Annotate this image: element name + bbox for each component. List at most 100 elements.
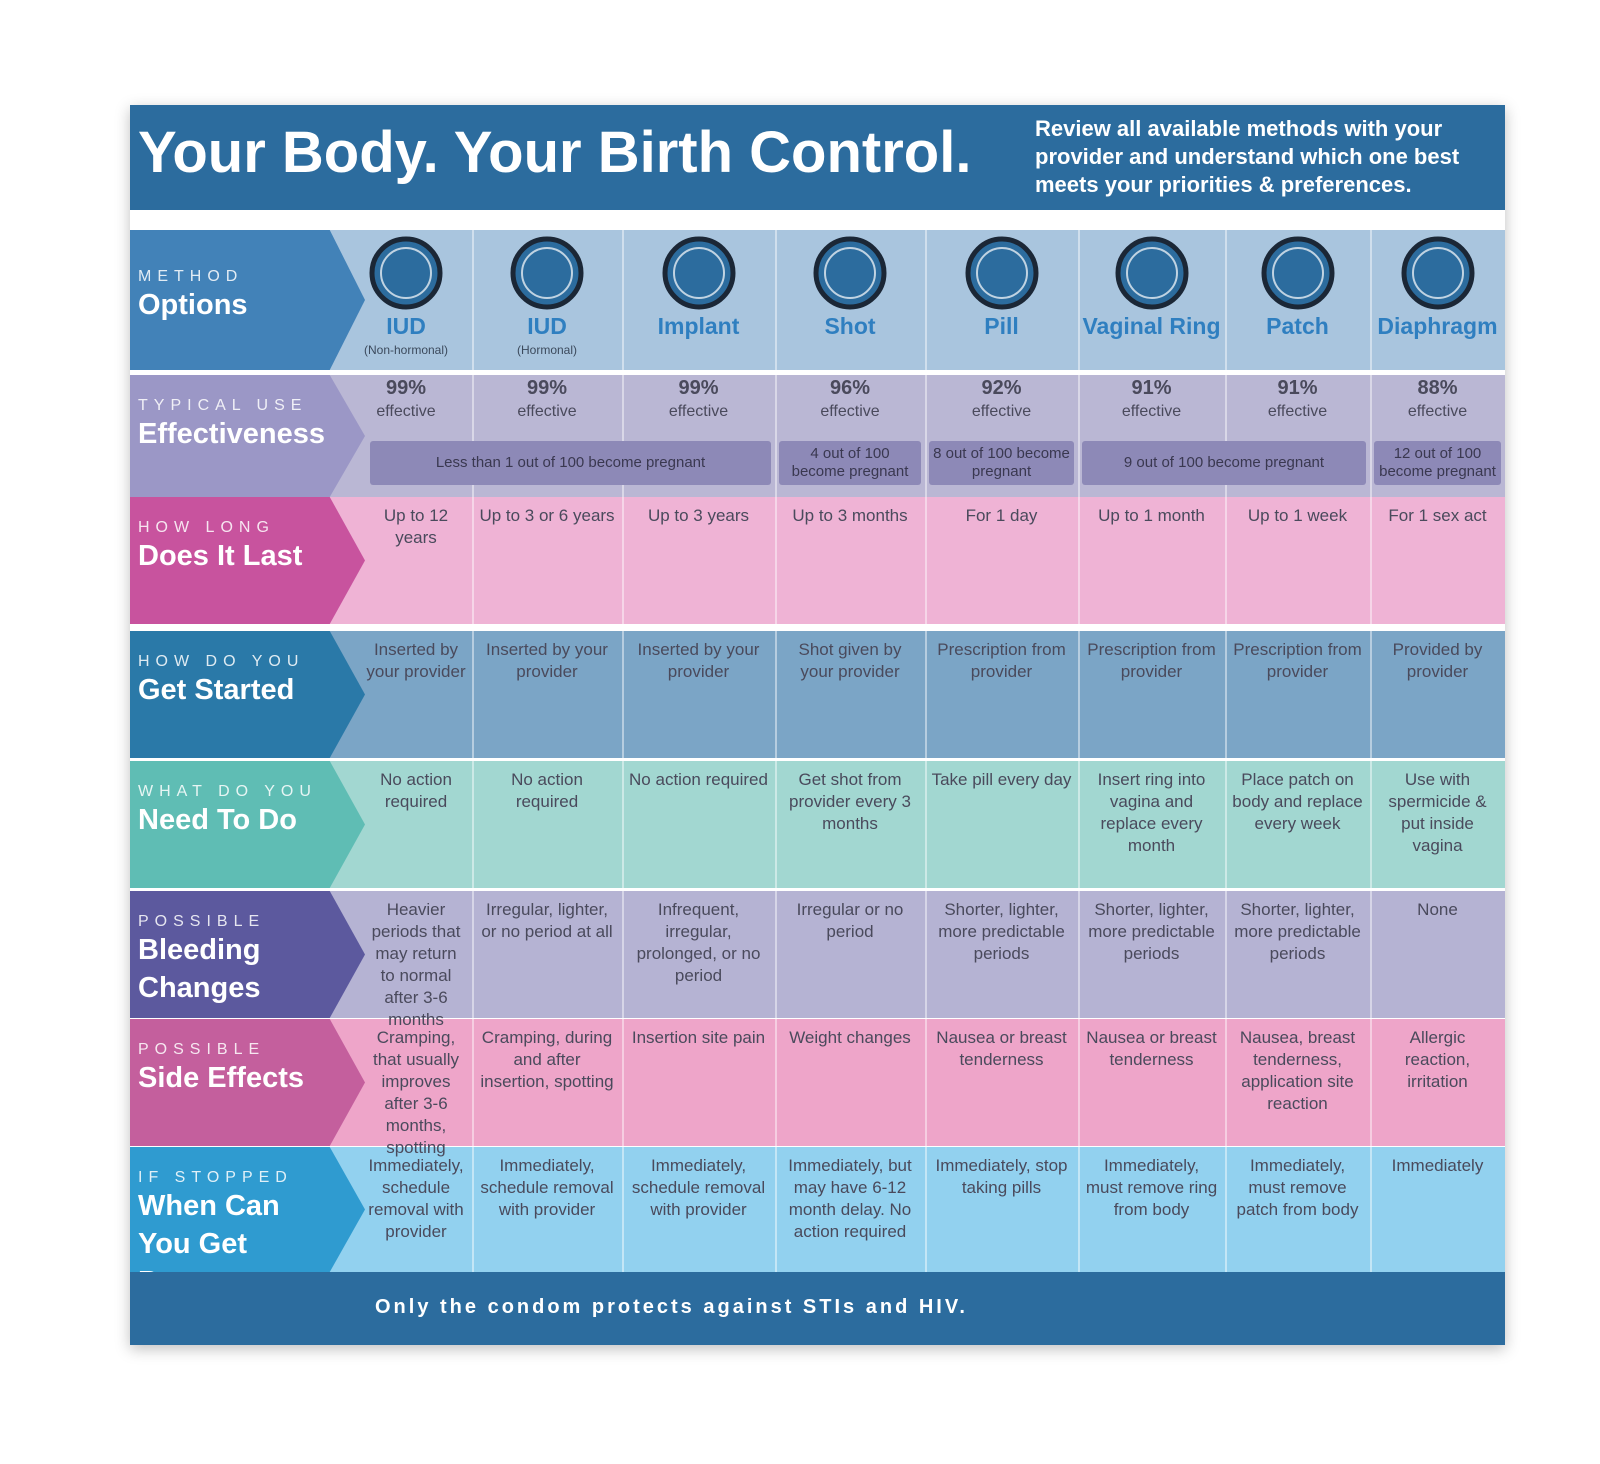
table-cell: Inserted by your provider xyxy=(486,640,608,681)
table-cell: Immediately, stop taking pills xyxy=(935,1156,1068,1197)
column-divider xyxy=(1370,891,1372,1018)
row-kicker: METHOD xyxy=(138,268,244,285)
column-divider xyxy=(622,375,624,497)
table-cell: Prescription from provider xyxy=(1087,640,1216,681)
effect-percent: 91% xyxy=(1277,377,1318,399)
effect-word: effective xyxy=(668,403,729,420)
table-cell: Up to 12 years xyxy=(383,506,449,547)
column-divider xyxy=(1370,375,1372,497)
column-divider xyxy=(925,891,927,1018)
table-cell: For 1 day xyxy=(965,506,1038,525)
row-label: POSSIBLE Bleeding Changes xyxy=(130,891,365,1018)
column-divider xyxy=(775,631,777,758)
table-cell: None xyxy=(1417,900,1458,919)
table-cell: Weight changes xyxy=(789,1028,911,1047)
column-divider xyxy=(1078,230,1080,370)
row-title: When Can You Get Pregnant xyxy=(138,1190,280,1272)
table-cell: Immediately xyxy=(1391,1156,1484,1175)
column-divider xyxy=(1078,1147,1080,1272)
row-kicker: HOW DO YOU xyxy=(138,653,305,670)
effect-span: 4 out of 100 become pregnant xyxy=(779,441,921,485)
table-cell: Irregular, lighter, or no period at all xyxy=(481,900,613,941)
row-kicker: WHAT DO YOU xyxy=(138,783,317,800)
table-cell: Prescription from provider xyxy=(937,640,1066,681)
effect-span: 12 out of 100 become pregnant xyxy=(1374,441,1501,485)
table-cell: Irregular or no period xyxy=(796,900,904,941)
column-divider xyxy=(472,375,474,497)
table-cell: Prescription from provider xyxy=(1233,640,1362,681)
column-divider xyxy=(775,497,777,624)
effect-word: effective xyxy=(1267,403,1328,420)
effect-span: Less than 1 out of 100 become pregnant xyxy=(370,441,771,485)
effect-span: 8 out of 100 become pregnant xyxy=(929,441,1074,485)
column-divider xyxy=(622,1019,624,1146)
column-divider xyxy=(775,375,777,497)
column-divider xyxy=(1078,497,1080,624)
table-cell: Up to 3 years xyxy=(647,506,750,525)
footer: Only the condom protects against STIs an… xyxy=(375,1296,968,1318)
table-cell: Insertion site pain xyxy=(631,1028,766,1047)
effect-span: 9 out of 100 become pregnant xyxy=(1082,441,1366,485)
column-divider xyxy=(925,761,927,888)
effect-word: effective xyxy=(820,403,880,420)
effect-percent: 88% xyxy=(1417,377,1458,399)
row-label: HOW DO YOU Get Started xyxy=(130,631,365,758)
row-title: Get Started xyxy=(138,674,295,706)
method-name: Patch xyxy=(1266,313,1329,339)
row-title: Effectiveness xyxy=(138,418,325,450)
row-label: HOW LONG Does It Last xyxy=(130,497,365,624)
row-kicker: IF STOPPED xyxy=(138,1169,293,1186)
column-divider xyxy=(925,1147,927,1272)
table-cell: Up to 3 months xyxy=(792,506,908,525)
row-kicker: HOW LONG xyxy=(138,519,275,536)
poster: Your Body. Your Birth Control. Review al… xyxy=(130,105,1505,1345)
effect-word: effective xyxy=(517,403,577,420)
column-divider xyxy=(925,1019,927,1146)
row-label: TYPICAL USE Effectiveness xyxy=(130,375,365,497)
method-name: IUD xyxy=(386,313,426,339)
method-icon xyxy=(813,236,887,310)
column-divider xyxy=(775,1147,777,1272)
table-cell: No action required xyxy=(511,770,583,811)
effect-word: effective xyxy=(1407,403,1468,420)
column-divider xyxy=(1370,761,1372,888)
column-divider xyxy=(1078,1019,1080,1146)
column-divider xyxy=(1225,1147,1227,1272)
row-kicker: POSSIBLE xyxy=(138,1041,266,1058)
column-divider xyxy=(1370,631,1372,758)
column-divider xyxy=(622,497,624,624)
table-cell: Shorter, lighter, more predictable perio… xyxy=(1234,900,1361,963)
row-label: POSSIBLE Side Effects xyxy=(130,1019,365,1146)
method-icon xyxy=(662,236,735,310)
table-cell: Inserted by your provider xyxy=(366,640,466,681)
table-cell: Immediately, schedule removal with provi… xyxy=(368,1156,464,1241)
column-divider xyxy=(1225,1019,1227,1146)
method-name: Pill xyxy=(984,313,1019,339)
table-cell: Nausea, breast tenderness, application s… xyxy=(1239,1028,1356,1113)
row-title: Need To Do xyxy=(138,804,297,836)
column-divider xyxy=(1225,230,1227,370)
table-cell: No action required xyxy=(629,770,768,789)
column-divider xyxy=(1225,761,1227,888)
method-icon xyxy=(1115,236,1188,310)
column-divider xyxy=(1225,631,1227,758)
subtitle: Review all available methods with your p… xyxy=(1035,116,1460,197)
column-divider xyxy=(472,497,474,624)
footer-band: Only the condom protects against STIs an… xyxy=(130,1272,1505,1345)
method-name: IUD xyxy=(527,313,567,339)
table-cell: Up to 1 week xyxy=(1247,506,1348,525)
table-cell: Immediately, must remove ring from body xyxy=(1085,1156,1218,1219)
column-divider xyxy=(925,230,927,370)
method-name: Shot xyxy=(824,313,876,339)
method-name: Diaphragm xyxy=(1377,313,1498,339)
table-cell: Use with spermicide & put inside vagina xyxy=(1388,770,1487,855)
table-cell: Up to 3 or 6 years xyxy=(479,506,615,525)
method-icon xyxy=(369,236,443,310)
column-divider xyxy=(472,1147,474,1272)
method-name: Vaginal Ring xyxy=(1082,313,1221,339)
row-label: WHAT DO YOU Need To Do xyxy=(130,761,365,888)
column-divider xyxy=(775,1019,777,1146)
method-icon xyxy=(1401,236,1474,310)
effect-word: effective xyxy=(971,403,1032,420)
column-divider xyxy=(1078,761,1080,888)
